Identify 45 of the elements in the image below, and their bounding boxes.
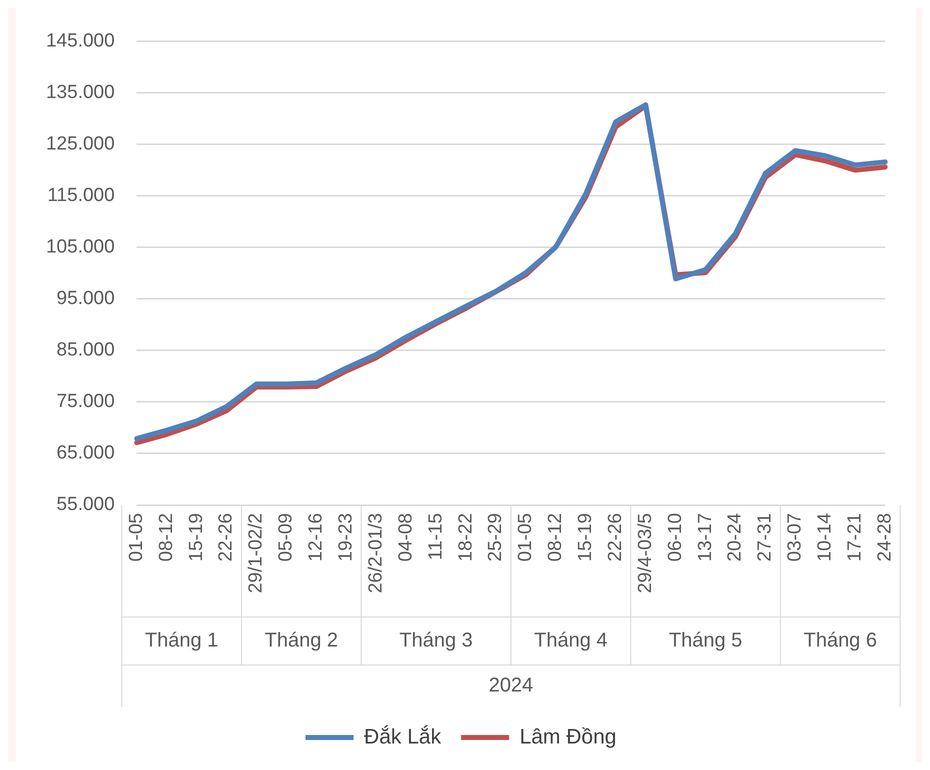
text: Tháng 5: [668, 630, 742, 652]
x-tick-label: 15-19: [186, 513, 207, 562]
x-tick-label: 22-26: [604, 513, 626, 562]
text: Tháng 6: [804, 630, 877, 652]
x-tick-label: 05-09: [276, 513, 297, 562]
y-tick-label: 125.000: [46, 134, 115, 155]
x-tick-label: 01-05: [126, 513, 147, 562]
text: Tháng 4: [534, 630, 608, 652]
y-tick-label: 105.000: [46, 236, 115, 258]
x-axis-title: 2024: [488, 674, 534, 697]
x-tick-label: 20-24: [724, 512, 746, 562]
x-tick-label: 13-17: [694, 513, 716, 562]
x-tick-label: 15-19: [575, 513, 596, 562]
y-tick-label: 135.000: [46, 82, 115, 104]
text: Tháng 1: [144, 630, 218, 652]
x-tick-label: 03-07: [784, 513, 806, 562]
x-tick-label: 22-26: [216, 513, 237, 562]
y-tick-label: 145.000: [46, 30, 115, 52]
legend-label: Đắk Lắk: [364, 724, 442, 748]
x-tick-label: 29/1-02/2: [246, 513, 267, 594]
y-tick-label: 75.000: [56, 391, 115, 412]
x-tick-label: 10-14: [814, 512, 836, 562]
x-tick-label: 24-28: [874, 513, 896, 562]
x-tick-label: 27-31: [754, 513, 776, 562]
x-tick-label: 12-16: [306, 513, 327, 562]
x-tick-label: 08-12: [156, 513, 177, 562]
x-tick-label: 04-08: [395, 513, 416, 562]
y-tick-label: 65.000: [56, 442, 115, 464]
text: Tháng 3: [399, 630, 473, 652]
legend-label: Lâm Đồng: [520, 725, 616, 748]
x-tick-label: 17-21: [844, 513, 866, 562]
y-tick-label: 55.000: [56, 494, 115, 516]
x-tick-label: 11-15: [425, 513, 446, 560]
x-tick-label: 26/2-01/3: [365, 513, 386, 594]
text: Tháng 2: [264, 630, 338, 652]
x-tick-label: 06-10: [664, 513, 686, 562]
x-tick-label: 18-22: [455, 513, 476, 562]
x-tick-label: 25-29: [485, 513, 506, 562]
x-tick-label: 29/4-03/5: [634, 513, 656, 594]
y-tick-label: 115.000: [47, 185, 115, 206]
y-tick-label: 95.000: [56, 288, 115, 310]
x-tick-label: 19-23: [336, 513, 356, 562]
y-tick-label: 85.000: [56, 340, 115, 361]
x-tick-label: 08-12: [545, 513, 566, 562]
x-tick-label: 01-05: [515, 513, 536, 562]
